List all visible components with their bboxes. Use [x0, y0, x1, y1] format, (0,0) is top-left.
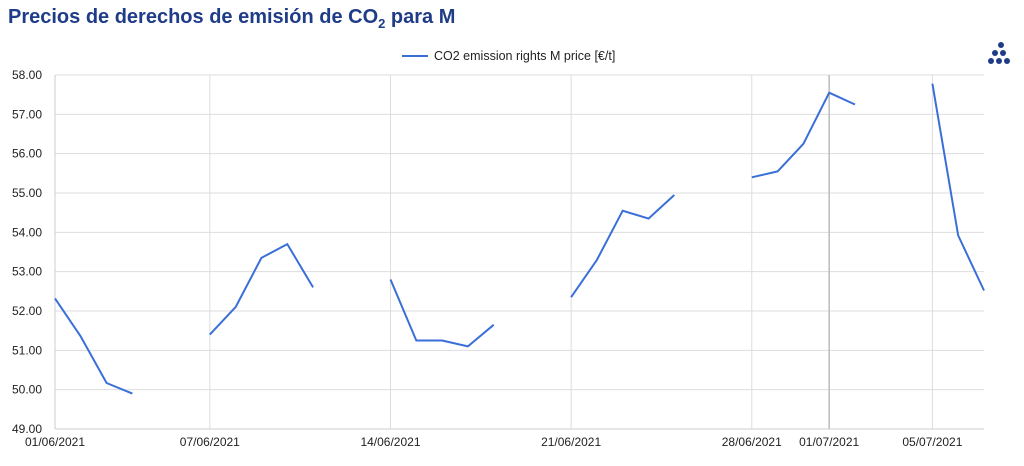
series-line-segment	[389, 279, 495, 348]
y-tick-label: 50.00	[12, 383, 42, 397]
x-tick-label: 14/06/2021	[360, 435, 420, 449]
y-tick-label: 55.00	[12, 186, 42, 200]
series-lines	[54, 83, 985, 395]
legend[interactable]: CO2 emission rights M price [€/t]	[402, 49, 615, 63]
series-line-segment	[931, 83, 985, 291]
chart-menu-icon[interactable]	[986, 40, 1016, 72]
y-tick-label: 49.00	[12, 422, 42, 436]
axes	[54, 75, 984, 430]
y-tick-label: 58.00	[12, 68, 42, 82]
legend-label: CO2 emission rights M price [€/t]	[434, 49, 615, 63]
y-axis-ticks: 58.00 57.00 56.00 55.00 54.00 53.00 52.00 51.00…	[12, 68, 42, 436]
x-axis-ticks: 01/06/2021 07/06/2021 14/06/2021 21/06/2021…	[25, 435, 963, 449]
y-tick-label: 53.00	[12, 265, 42, 279]
series-line-segment	[570, 194, 675, 298]
x-tick-label: 05/07/2021	[902, 435, 962, 449]
y-tick-label: 51.00	[12, 343, 42, 357]
series-line-segment	[54, 297, 133, 395]
series-line-segment	[209, 243, 314, 336]
x-tick-label: 01/07/2021	[799, 435, 859, 449]
x-tick-label: 07/06/2021	[180, 435, 240, 449]
x-tick-label: 01/06/2021	[25, 435, 85, 449]
y-tick-label: 56.00	[12, 147, 42, 161]
grid-lines	[54, 74, 984, 430]
series-line-segment	[751, 91, 856, 179]
y-tick-label: 52.00	[12, 304, 42, 318]
x-tick-label: 28/06/2021	[722, 435, 782, 449]
chart-title: Precios de derechos de emisión de CO2 pa…	[8, 6, 456, 31]
x-tick-label: 21/06/2021	[541, 435, 601, 449]
y-tick-label: 54.00	[12, 225, 42, 239]
y-tick-label: 57.00	[12, 107, 42, 121]
